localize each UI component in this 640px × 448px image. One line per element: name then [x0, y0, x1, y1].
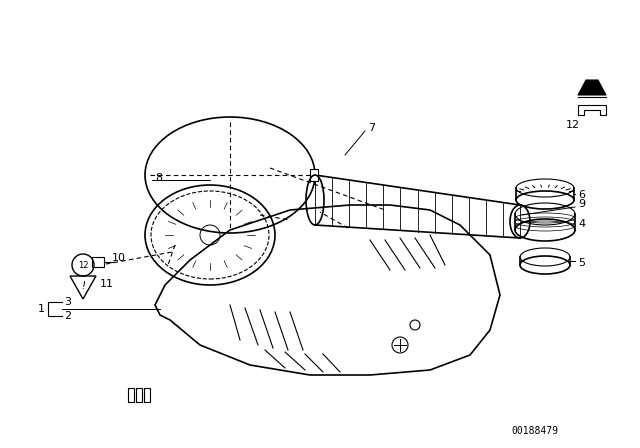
- Bar: [128, 388, 134, 402]
- Text: 1: 1: [38, 304, 45, 314]
- Text: 12: 12: [77, 260, 88, 270]
- Bar: [310, 169, 318, 181]
- Text: 4: 4: [578, 219, 585, 229]
- Bar: [144, 388, 150, 402]
- Text: 12: 12: [566, 120, 580, 130]
- Text: 5: 5: [578, 258, 585, 268]
- Text: 3: 3: [64, 297, 71, 307]
- Text: 2: 2: [64, 311, 71, 321]
- Bar: [92, 257, 104, 267]
- Text: 8: 8: [155, 173, 162, 183]
- Text: 6: 6: [578, 190, 585, 200]
- Text: 7: 7: [368, 123, 375, 133]
- Polygon shape: [578, 80, 606, 95]
- Text: 11: 11: [100, 279, 114, 289]
- Text: 00188479: 00188479: [511, 426, 559, 436]
- Text: !: !: [81, 281, 85, 291]
- Text: 10: 10: [112, 253, 126, 263]
- Bar: [136, 388, 142, 402]
- Text: 9: 9: [578, 199, 585, 209]
